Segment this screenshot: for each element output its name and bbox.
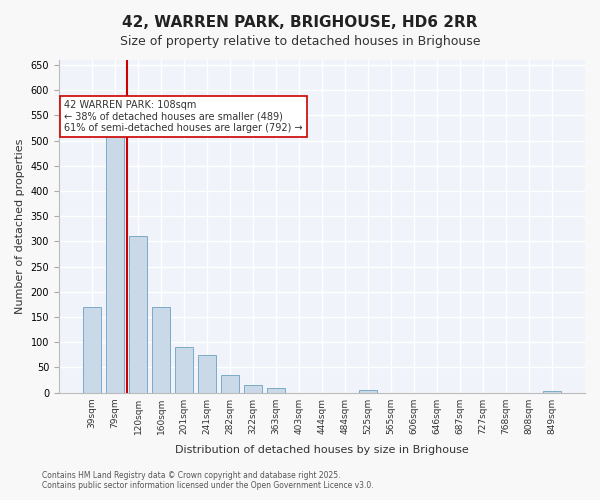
Bar [83,307,101,392]
Bar [359,390,377,392]
Bar [221,375,239,392]
Y-axis label: Number of detached properties: Number of detached properties [15,138,25,314]
X-axis label: Distribution of detached houses by size in Brighouse: Distribution of detached houses by size … [175,445,469,455]
Bar [129,236,147,392]
Bar [175,348,193,393]
Text: Size of property relative to detached houses in Brighouse: Size of property relative to detached ho… [120,35,480,48]
Bar [542,391,561,392]
Bar [244,385,262,392]
Text: 42 WARREN PARK: 108sqm
← 38% of detached houses are smaller (489)
61% of semi-de: 42 WARREN PARK: 108sqm ← 38% of detached… [64,100,303,133]
Bar [152,307,170,392]
Bar [267,388,285,392]
Text: 42, WARREN PARK, BRIGHOUSE, HD6 2RR: 42, WARREN PARK, BRIGHOUSE, HD6 2RR [122,15,478,30]
Bar [106,136,124,392]
Text: Contains HM Land Registry data © Crown copyright and database right 2025.
Contai: Contains HM Land Registry data © Crown c… [42,470,374,490]
Bar [198,355,216,393]
